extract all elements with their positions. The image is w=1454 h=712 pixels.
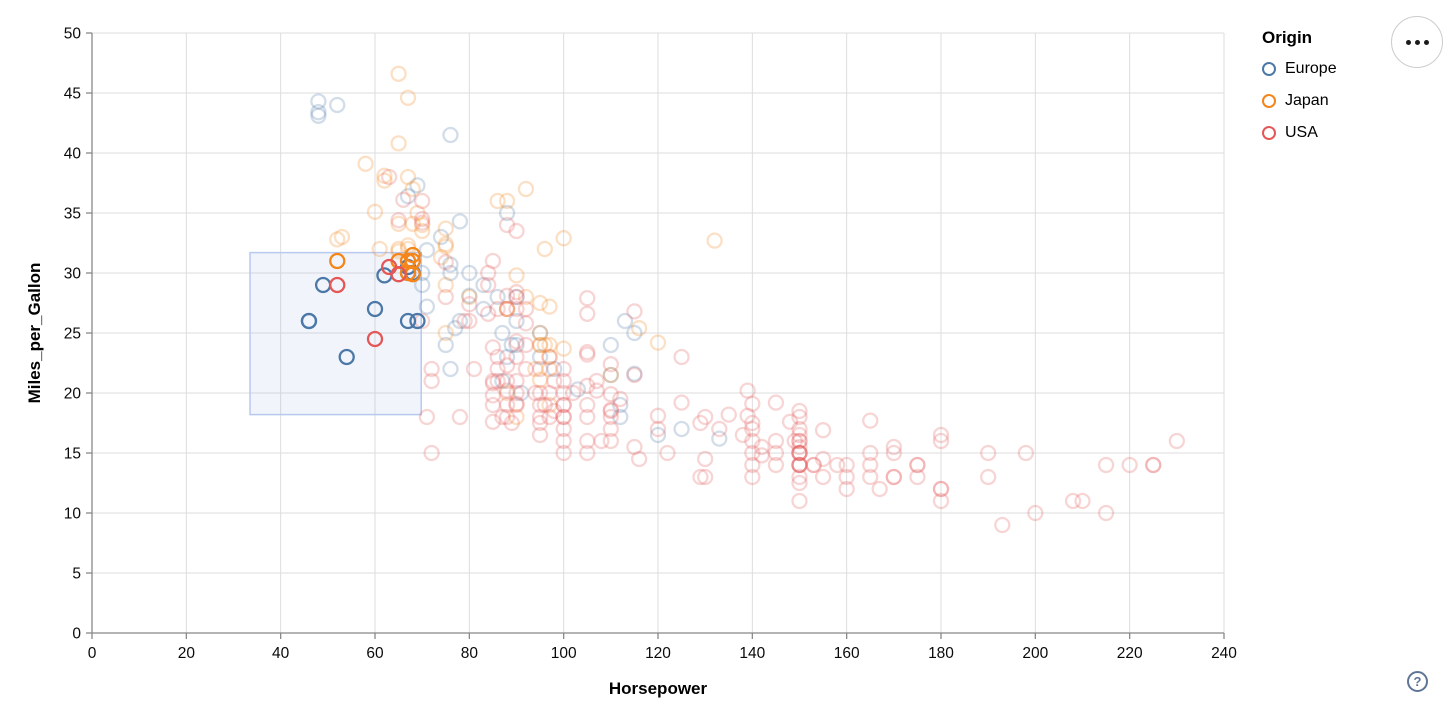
svg-text:140: 140: [739, 645, 765, 662]
legend-item-usa[interactable]: USA: [1262, 122, 1337, 144]
svg-text:120: 120: [645, 645, 671, 662]
legend-title: Origin: [1262, 28, 1313, 47]
svg-text:15: 15: [64, 446, 81, 463]
svg-text:180: 180: [928, 645, 954, 662]
help-button[interactable]: ?: [1407, 671, 1428, 692]
svg-text:100: 100: [551, 645, 577, 662]
svg-text:160: 160: [834, 645, 860, 662]
legend: Origin Europe Japan USA: [1262, 28, 1337, 154]
svg-text:20: 20: [178, 645, 196, 662]
svg-text:45: 45: [64, 86, 81, 103]
svg-text:80: 80: [461, 645, 479, 662]
svg-text:20: 20: [64, 386, 82, 403]
svg-text:240: 240: [1211, 645, 1237, 662]
svg-text:30: 30: [64, 266, 82, 283]
svg-text:60: 60: [366, 645, 384, 662]
legend-item-europe[interactable]: Europe: [1262, 58, 1337, 80]
x-axis-title: Horsepower: [609, 679, 708, 698]
svg-text:40: 40: [272, 645, 290, 662]
actions-menu-button[interactable]: [1391, 16, 1443, 68]
axes: 0 20 40 60 80 100 120 140 160 180 200 220 240 0 5 10 15 2…: [64, 26, 1238, 663]
gridlines: [92, 32, 1225, 633]
svg-text:35: 35: [64, 206, 81, 223]
svg-text:200: 200: [1022, 645, 1048, 662]
legend-item-japan[interactable]: Japan: [1262, 90, 1337, 112]
svg-text:0: 0: [88, 645, 97, 662]
ellipsis-icon: [1405, 39, 1411, 45]
svg-text:10: 10: [64, 506, 82, 523]
svg-text:5: 5: [72, 566, 81, 583]
svg-text:0: 0: [72, 626, 81, 643]
ellipsis-icon: [1414, 39, 1420, 45]
svg-text:50: 50: [64, 26, 82, 43]
europe-circle-icon: [1262, 62, 1276, 76]
y-axis-title: Miles_per_Gallon: [25, 263, 44, 404]
ellipsis-icon: [1423, 39, 1429, 45]
svg-text:220: 220: [1117, 645, 1143, 662]
japan-circle-icon: [1262, 94, 1276, 108]
legend-label: Japan: [1285, 92, 1329, 109]
legend-label: Europe: [1285, 60, 1337, 77]
usa-circle-icon: [1262, 126, 1276, 140]
svg-text:25: 25: [64, 326, 81, 343]
svg-text:40: 40: [64, 146, 82, 163]
data-points: [300, 65, 1185, 534]
legend-label: USA: [1285, 124, 1318, 141]
brush-selection[interactable]: [249, 251, 422, 416]
